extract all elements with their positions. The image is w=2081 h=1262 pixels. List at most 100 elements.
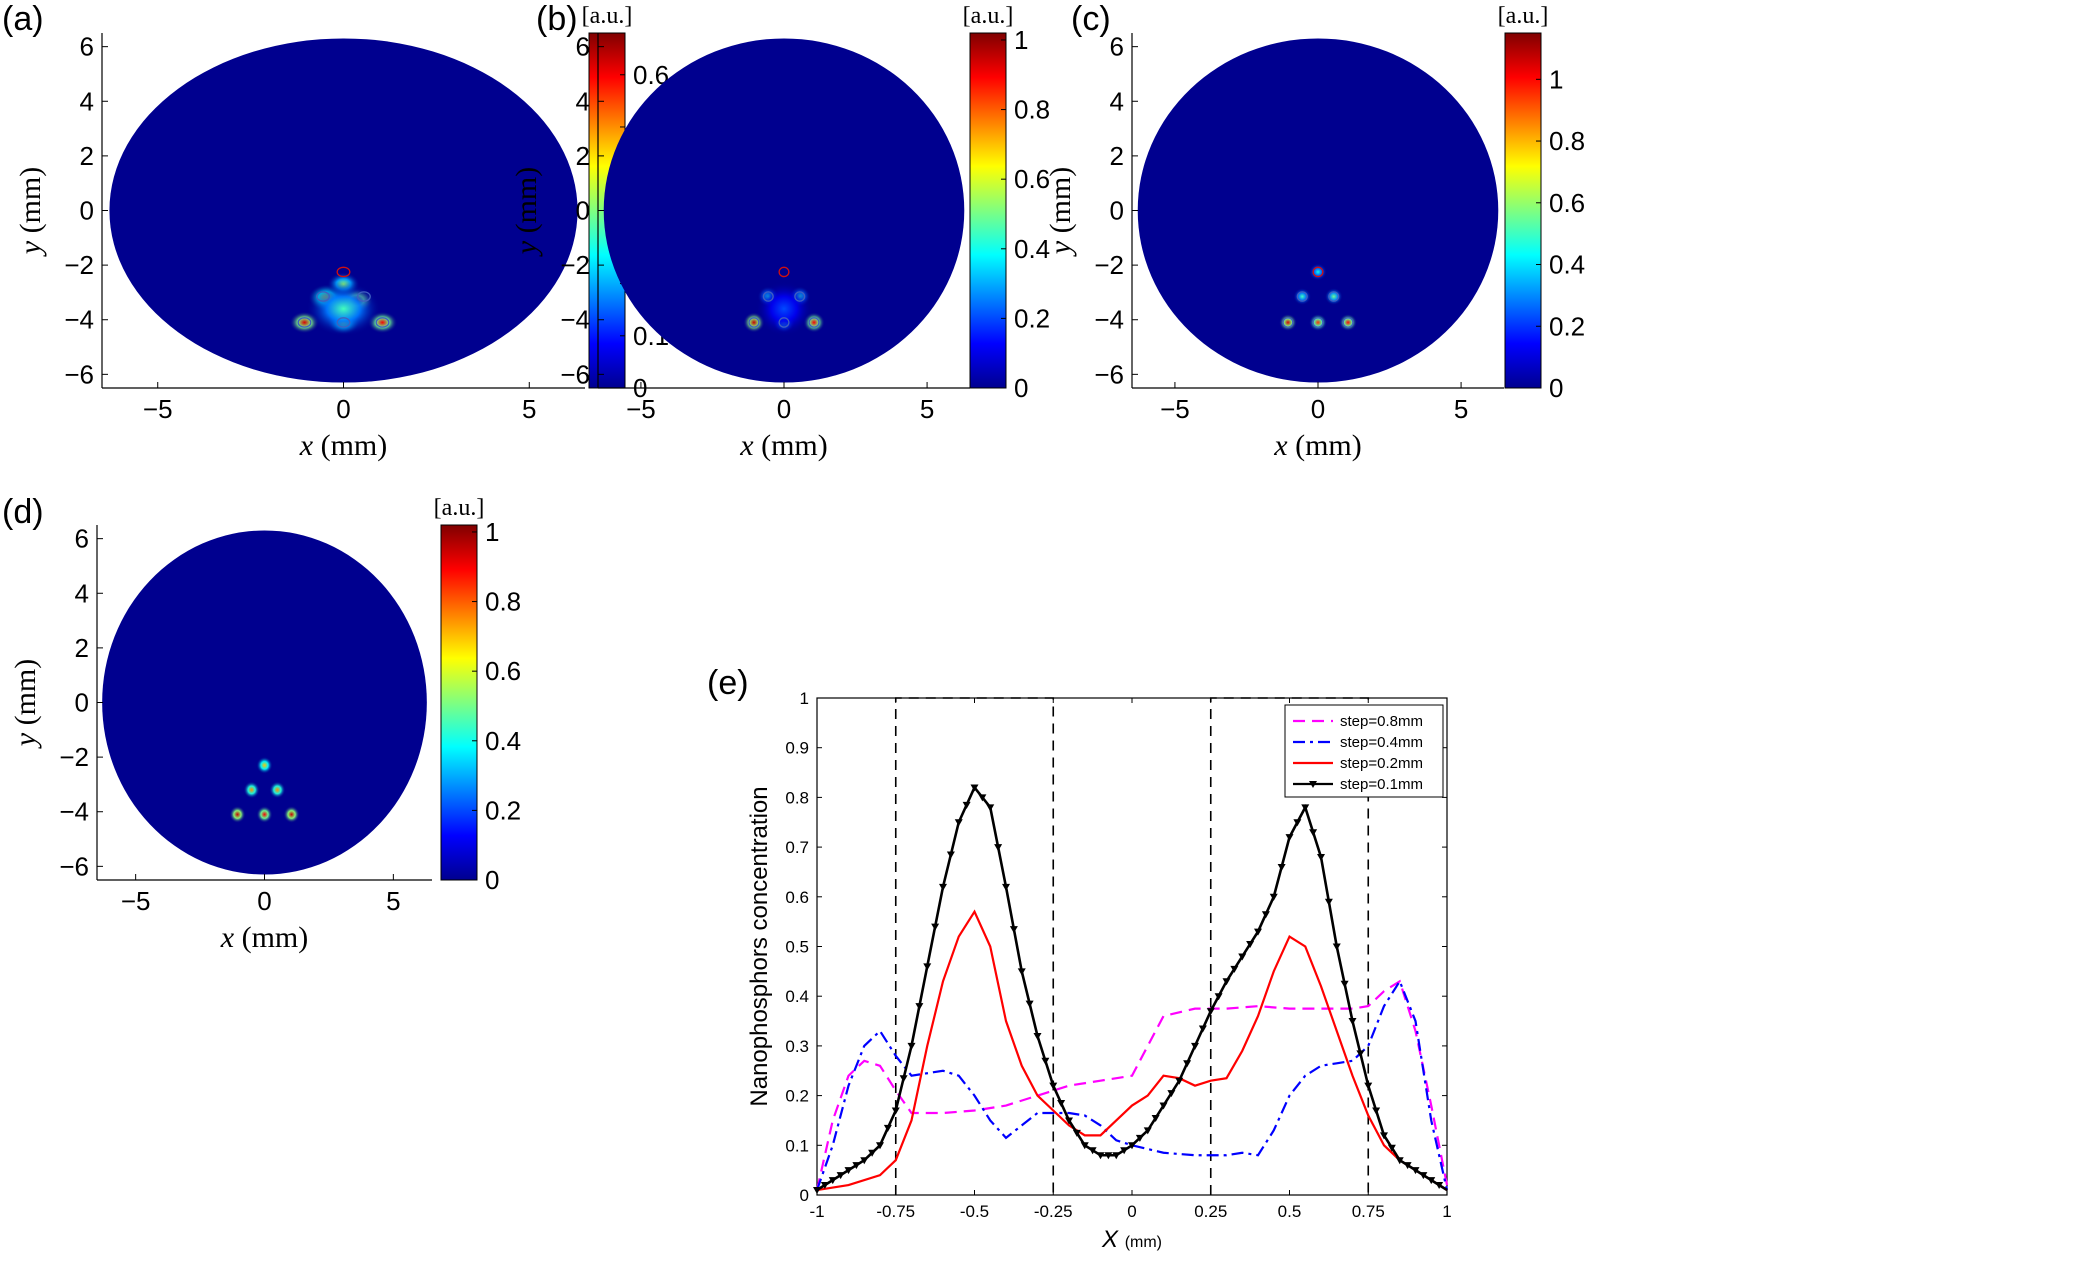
y-axis-label: y (mm): [14, 167, 47, 257]
y-tick-label: −4: [1094, 305, 1124, 335]
series-marker: [1364, 1082, 1373, 1090]
series-marker: [1198, 1025, 1207, 1033]
target-marker: [1312, 317, 1324, 328]
y-tick-label: −6: [560, 359, 590, 389]
y-axis-unit: (mm): [1044, 167, 1077, 234]
series-marker: [1025, 1000, 1034, 1008]
target-marker: [297, 317, 312, 328]
series-marker: [1356, 1050, 1365, 1058]
series-marker: [1088, 1147, 1097, 1155]
x-axis-label: X (mm): [1101, 1226, 1162, 1253]
y-axis-var: y: [1044, 240, 1077, 257]
y-tick-label: 0.2: [785, 1087, 809, 1106]
series-marker: [939, 883, 947, 891]
series-marker: [1057, 1100, 1066, 1108]
target-marker: [1328, 291, 1340, 302]
series-marker: [1120, 1147, 1129, 1155]
series-marker: [1372, 1107, 1381, 1115]
y-tick-label: −2: [560, 250, 590, 280]
series-marker: [1072, 1129, 1081, 1137]
y-tick-label: 4: [75, 578, 89, 608]
series-marker: [1112, 1152, 1121, 1160]
y-axis-space: [510, 233, 543, 241]
panel-label: (e): [707, 664, 749, 702]
series-marker: [1348, 1018, 1357, 1026]
y-tick-label: 4: [1110, 86, 1124, 116]
series-marker: [1403, 1162, 1412, 1170]
y-axis-space: [1044, 233, 1077, 241]
series-marker: [1151, 1114, 1160, 1122]
series-marker: [978, 794, 987, 802]
series-marker: [1143, 1127, 1152, 1135]
series-marker: [1206, 1008, 1215, 1016]
series-marker: [1214, 993, 1223, 1001]
target-marker: [336, 317, 351, 328]
series-marker: [915, 1003, 924, 1011]
y-tick-label: −6: [59, 851, 89, 881]
hot-spot: [1324, 287, 1343, 306]
y-tick-label: 0.5: [785, 938, 809, 957]
x-axis-space: [1118, 1226, 1125, 1253]
panel-label: (b): [536, 0, 578, 38]
y-tick-label: 2: [1110, 141, 1124, 171]
series-marker: [876, 1142, 884, 1150]
y-tick-label: 0.4: [785, 987, 809, 1006]
target-marker: [748, 317, 760, 328]
colorbar-tick-label: 0.4: [1014, 234, 1050, 264]
panel-label: (d): [2, 493, 44, 531]
y-tick-label: −6: [64, 359, 94, 389]
colorbar-tick-label: 0.8: [485, 587, 521, 617]
disk: [102, 530, 427, 875]
y-tick-label: 2: [75, 633, 89, 663]
target-marker: [808, 317, 820, 328]
series-marker: [1285, 834, 1294, 842]
y-tick-label: 0.1: [785, 1136, 809, 1155]
y-tick-label: −2: [59, 742, 89, 772]
series-marker: [828, 1177, 837, 1185]
series-marker: [883, 1124, 892, 1132]
series-marker: [1387, 1144, 1396, 1152]
x-tick-label: -0.75: [876, 1202, 915, 1221]
x-tick-label: −5: [121, 886, 151, 916]
x-tick-label: 0: [257, 886, 271, 916]
y-tick-label: 4: [576, 86, 590, 116]
y-axis-label: y (mm): [9, 659, 42, 749]
y-tick-label: 6: [75, 524, 89, 554]
series-marker: [1175, 1077, 1184, 1085]
x-axis-var: x: [739, 429, 754, 462]
series-marker: [1269, 893, 1278, 901]
x-axis-var: x: [220, 921, 235, 954]
series-marker: [1041, 1057, 1050, 1065]
target-marker: [316, 291, 331, 302]
series-marker: [820, 1182, 829, 1190]
target-marker: [778, 317, 790, 328]
hot-spot: [256, 805, 273, 823]
hot-spot: [1339, 313, 1357, 331]
y-tick-label: 1: [800, 689, 809, 708]
series-marker: [891, 1107, 900, 1115]
target-marker: [762, 291, 774, 302]
colorbar-tick-label: 1: [1549, 64, 1563, 94]
colorbar: [440, 524, 478, 881]
y-axis-var: y: [9, 732, 42, 749]
x-tick-label: 0.5: [1278, 1202, 1302, 1221]
hot-spot: [229, 805, 246, 823]
hot-spot: [243, 781, 260, 799]
x-axis-label: x (mm): [739, 429, 827, 462]
colorbar-tick-label: 0.4: [1549, 250, 1585, 280]
hot-spot: [269, 781, 286, 799]
y-tick-label: −4: [59, 797, 89, 827]
y-tick-label: −2: [64, 250, 94, 280]
series-marker: [931, 923, 940, 931]
series-line: [815, 978, 1449, 1191]
x-axis-label: x (mm): [220, 921, 308, 954]
hot-spot: [256, 756, 273, 774]
x-tick-label: 5: [920, 394, 934, 424]
y-tick-label: 0.8: [785, 788, 809, 807]
series-marker: [1317, 854, 1325, 862]
colorbar-unit: [a.u.]: [434, 495, 485, 521]
